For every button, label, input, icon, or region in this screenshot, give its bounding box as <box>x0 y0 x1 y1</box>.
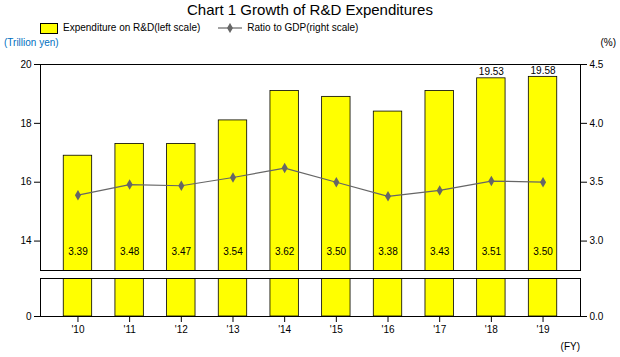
svg-text:19.53: 19.53 <box>479 66 504 77</box>
svg-text:20: 20 <box>20 59 32 70</box>
svg-text:'17: '17 <box>433 324 446 335</box>
svg-text:3.43: 3.43 <box>430 246 450 257</box>
svg-text:'12: '12 <box>175 324 188 335</box>
svg-text:19.58: 19.58 <box>531 65 556 76</box>
svg-text:'18: '18 <box>485 324 498 335</box>
svg-text:3.54: 3.54 <box>223 246 243 257</box>
svg-text:3.50: 3.50 <box>533 246 553 257</box>
svg-text:14: 14 <box>20 235 32 246</box>
svg-text:16: 16 <box>20 176 32 187</box>
html-text:(Trillion yen): (Trillion yen) <box>4 37 59 48</box>
svg-text:4.5: 4.5 <box>590 59 604 70</box>
svg-text:'14: '14 <box>278 324 291 335</box>
svg-text:3.39: 3.39 <box>68 246 88 257</box>
html-text:Expenditure on R&D(left scale): Expenditure on R&D(left scale) <box>63 22 201 33</box>
svg-text:3.0: 3.0 <box>590 235 604 246</box>
svg-text:'10: '10 <box>71 324 84 335</box>
svg-text:'13: '13 <box>226 324 239 335</box>
svg-text:3.5: 3.5 <box>590 176 604 187</box>
svg-text:3.38: 3.38 <box>378 246 398 257</box>
svg-text:3.50: 3.50 <box>327 246 347 257</box>
svg-text:'11: '11 <box>123 324 136 335</box>
svg-text:4.0: 4.0 <box>590 118 604 129</box>
html-text:(FY): (FY) <box>560 341 580 352</box>
html-text:Chart 1 Growth of R&D Expendit: Chart 1 Growth of R&D Expenditures <box>187 1 433 18</box>
svg-text:0.0: 0.0 <box>590 311 604 322</box>
svg-text:18: 18 <box>20 118 32 129</box>
svg-text:'19: '19 <box>537 324 550 335</box>
svg-text:'16: '16 <box>381 324 394 335</box>
svg-text:3.51: 3.51 <box>482 246 502 257</box>
html-text:Ratio to GDP(right scale): Ratio to GDP(right scale) <box>247 22 359 33</box>
svg-text:'15: '15 <box>330 324 343 335</box>
svg-text:3.62: 3.62 <box>275 246 295 257</box>
svg-text:0: 0 <box>26 311 32 322</box>
svg-text:3.48: 3.48 <box>120 246 140 257</box>
svg-text:3.47: 3.47 <box>172 246 192 257</box>
